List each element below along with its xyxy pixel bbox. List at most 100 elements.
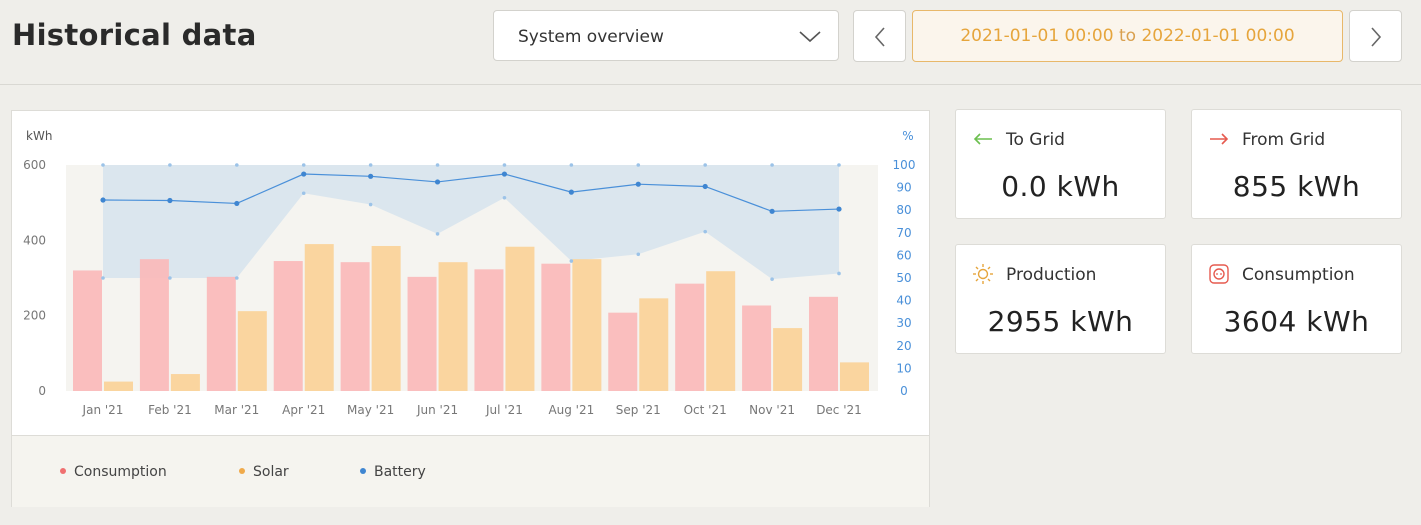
consumption-bar [541,263,571,391]
legend-dot-consumption [60,468,66,474]
consumption-bar [407,276,437,391]
battery-min-point [703,229,707,234]
y-tick-label: 200 [23,309,46,323]
battery-max-point [101,163,105,167]
x-tick-label: Feb '21 [148,403,192,417]
battery-line [102,173,840,212]
solar-bar [304,244,334,391]
x-tick-label: Jan '21 [82,403,124,417]
y2-tick-label: 90 [896,181,911,195]
y2-tick-label: 10 [896,361,911,375]
solar-bar [505,246,535,391]
battery-point [368,173,374,179]
x-tick-label: Apr '21 [282,403,325,417]
battery-point [234,200,240,207]
production-card: Production 2955 kWh [955,244,1166,354]
x-tick-label: May '21 [347,403,394,417]
view-select[interactable]: System overview [493,10,839,61]
sun-icon [973,264,993,284]
legend-item-consumption[interactable]: Consumption [60,464,167,480]
battery-max-point [703,163,707,167]
battery-max-point [502,163,507,167]
y2-tick-label: 30 [896,316,911,330]
battery-min-point [502,195,507,200]
consumption-bar [139,259,169,391]
solar-bar [840,362,869,391]
left-axis-unit: kWh [26,129,52,143]
production-value: 2955 kWh [987,305,1134,338]
x-tick-label: Jul '21 [485,403,523,417]
battery-min-point [168,276,172,280]
date-range-from: 2021-01-01 00:00 [960,26,1114,46]
x-tick-label: Aug '21 [548,403,594,417]
to-grid-label: To Grid [1006,130,1065,150]
solar-bar [371,245,401,391]
solar-bar [773,328,803,391]
from-grid-label: From Grid [1242,130,1326,150]
battery-min-point [101,276,105,280]
consumption-bar [608,312,638,391]
x-tick-label: Nov '21 [749,403,795,417]
battery-min-point [636,252,641,257]
date-range-picker[interactable]: 2021-01-01 00:00 to 2022-01-01 00:00 [912,10,1343,62]
battery-min-point [235,276,239,280]
socket-icon [1209,264,1229,284]
x-tick-label: Sep '21 [616,403,661,417]
solar-bar [706,271,736,391]
x-tick-label: Jun '21 [416,403,458,417]
legend-label-consumption: Consumption [74,464,167,480]
consumption-card: Consumption 3604 kWh [1191,244,1402,354]
chevron-left-icon [874,27,885,47]
y2-tick-label: 60 [896,248,911,262]
legend-dot-solar [239,468,245,474]
battery-range-band [103,165,839,280]
to-grid-value: 0.0 kWh [1001,170,1120,203]
from-grid-card: From Grid 855 kWh [1191,109,1402,219]
consumption-bar [206,276,236,391]
consumption-value: 3604 kWh [1223,305,1370,338]
chart-canvas: kWh % 0 200 400 600 0 10 20 30 40 50 60 70 80 90 100 Jan … [23,129,915,417]
battery-point [100,197,106,203]
battery-min-point [837,271,841,276]
battery-max-point [301,163,306,167]
battery-max-point [770,163,774,167]
battery-point [635,181,641,187]
legend-item-battery[interactable]: Battery [360,464,426,480]
date-range-to: 2022-01-01 00:00 [1141,26,1295,46]
battery-point [769,208,775,214]
legend-label-battery: Battery [374,464,426,480]
page-title: Historical data [12,18,257,52]
consumption-bar [73,270,102,391]
battery-min-point [770,277,774,281]
solar-bar [170,374,200,391]
y-tick-label: 600 [23,158,46,172]
y2-tick-label: 40 [896,294,911,308]
y2-tick-label: 80 [896,203,911,217]
y2-tick-label: 0 [900,384,908,398]
battery-min-point [435,232,440,236]
battery-max-point [368,163,373,167]
battery-point [702,183,708,190]
date-range-to-word: to [1118,26,1137,46]
history-chart: kWh% 0 200 400 600 0 10 20 30 40 50 60 70 80 90 100 Jan … [11,110,930,507]
battery-max-point [837,163,841,167]
consumption-bar [742,305,772,391]
solar-bar [572,259,602,391]
chevron-down-icon [799,31,821,43]
legend-item-solar[interactable]: Solar [239,464,289,480]
previous-range-button[interactable] [853,10,906,62]
battery-point [836,206,842,212]
next-range-button[interactable] [1349,10,1402,62]
x-tick-label: Oct '21 [684,403,727,417]
solar-bar [104,381,133,391]
right-axis-unit: % [902,129,913,143]
chevron-right-icon [1371,27,1382,47]
battery-max-point [636,163,641,167]
battery-point [301,171,307,177]
battery-point [167,197,173,204]
consumption-label: Consumption [1242,265,1355,285]
battery-point [501,171,508,177]
consumption-bar [340,262,370,391]
y2-tick-label: 50 [896,271,911,285]
battery-max-point [168,163,172,167]
